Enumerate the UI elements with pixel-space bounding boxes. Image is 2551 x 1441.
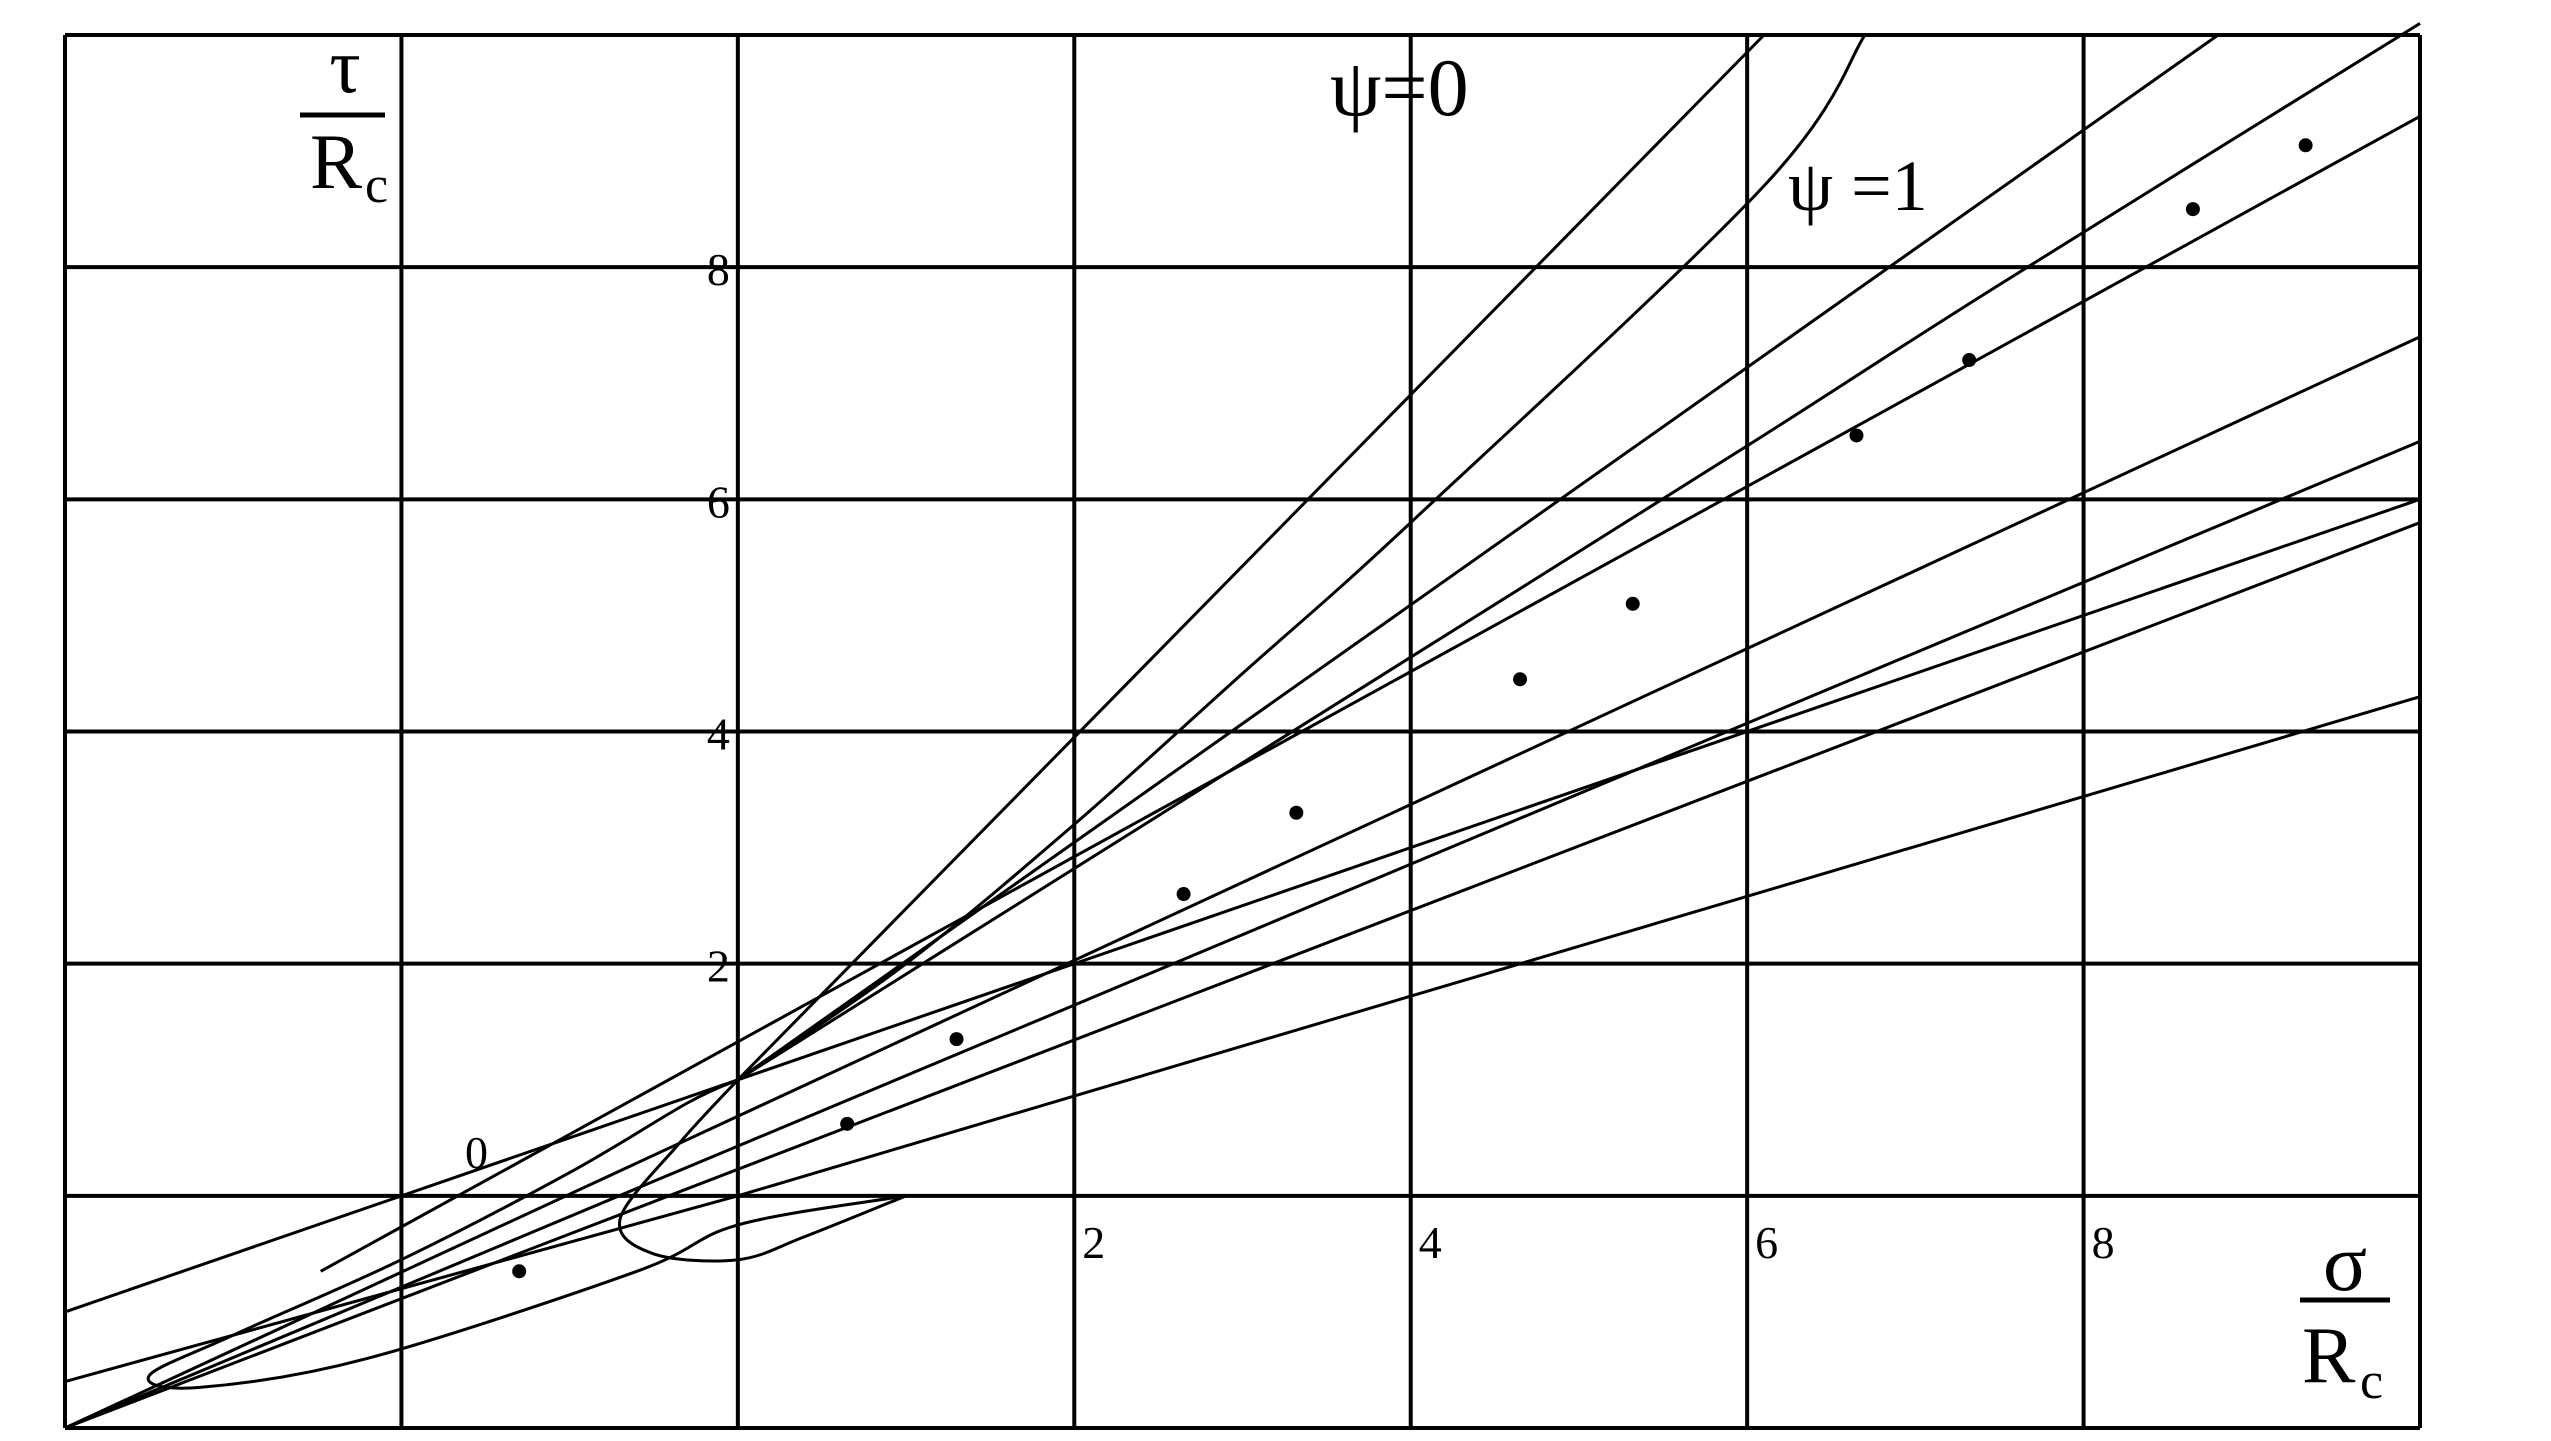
plot-line-5	[64, 439, 2421, 1430]
plot-line-1	[736, 33, 1766, 1081]
data-point-marker	[2185, 202, 2200, 217]
x-tick-label: 6	[1755, 1217, 1778, 1268]
y-axis-label-numerator: τ	[329, 22, 360, 109]
plot-line-6	[64, 335, 2421, 1430]
x-tick-label: 4	[1419, 1217, 1442, 1268]
plot-curve-1	[737, 34, 1867, 1082]
y-tick-label: 8	[707, 244, 730, 295]
x-axis-label-denominator: R	[2302, 1312, 2356, 1400]
y-axis-label-subscript: c	[365, 157, 388, 214]
x-axis-label-subscript: c	[2360, 1353, 2383, 1410]
y-axis-label: τ R c	[300, 22, 388, 214]
plot-line-7	[64, 521, 2421, 1430]
tick-labels: 2 4 6 8 2 4 6 8	[707, 244, 2115, 1268]
origin-label: 0	[465, 1127, 488, 1178]
data-point-marker	[2298, 138, 2313, 153]
plot-curves	[146, 22, 2421, 1390]
data-point-marker	[1849, 428, 1864, 443]
series-label-psi-1: ψ =1	[1788, 146, 1928, 226]
y-tick-label: 2	[707, 941, 730, 992]
x-tick-label: 2	[1082, 1217, 1105, 1268]
data-point-marker	[1176, 887, 1191, 902]
data-point-marker	[1625, 596, 1640, 611]
y-tick-label: 4	[707, 709, 730, 760]
y-axis-label-denominator: R	[310, 118, 362, 205]
x-axis-label-numerator: σ	[2323, 1217, 2367, 1308]
plot-line-4	[319, 114, 2421, 1273]
plot-curve-3	[618, 1078, 907, 1263]
x-tick-label: 8	[2092, 1217, 2115, 1268]
y-tick-label: 6	[707, 476, 730, 527]
plot-markers	[512, 138, 2313, 1279]
data-point-marker	[1962, 353, 1977, 368]
plot-line-8	[64, 695, 2421, 1384]
series-label-psi-0: ψ=0	[1330, 42, 1469, 133]
data-point-marker	[949, 1032, 964, 1047]
data-point-marker	[1513, 672, 1528, 687]
plot-curve-2	[737, 22, 2421, 1082]
data-point-marker	[840, 1116, 855, 1131]
plot-curve-4	[146, 1078, 907, 1390]
plot-line-3	[64, 497, 2421, 1314]
x-axis-label: σ R c	[2300, 1217, 2390, 1410]
data-point-marker	[512, 1264, 527, 1279]
data-point-marker	[1289, 805, 1304, 820]
